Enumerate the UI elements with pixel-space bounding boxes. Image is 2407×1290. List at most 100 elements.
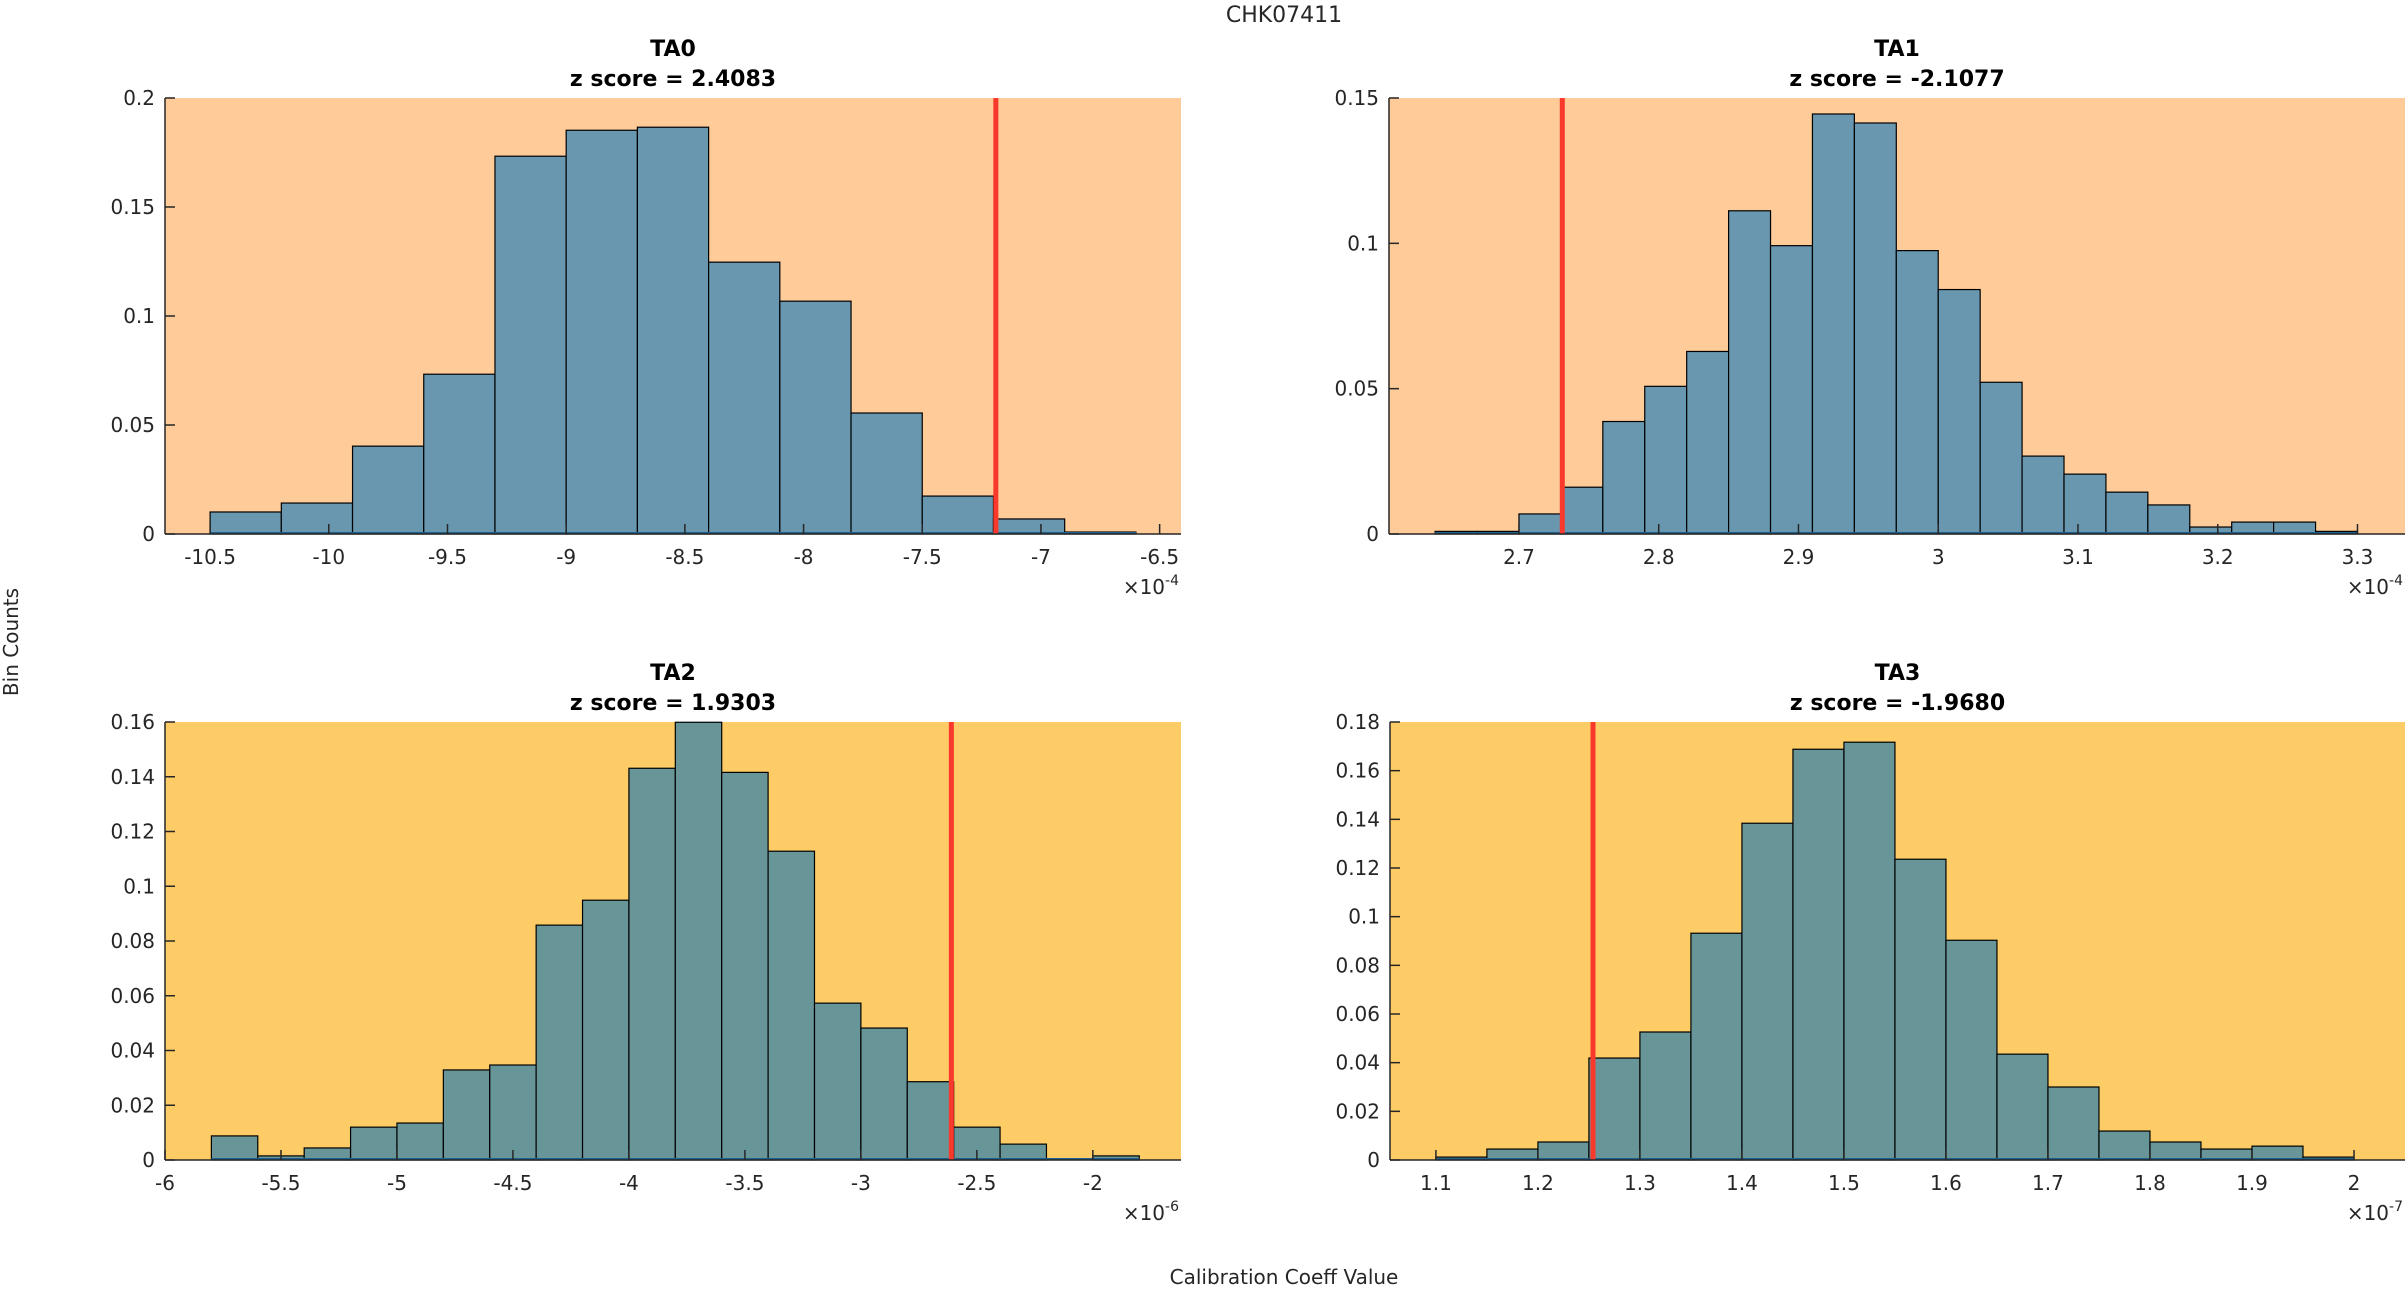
x-tick-label: 3.1	[2062, 545, 2094, 569]
histogram-bars	[210, 721, 1140, 1161]
histogram-bar	[423, 373, 496, 535]
histogram-bar	[2149, 1141, 2202, 1161]
x-tick-label: -4.5	[493, 1171, 532, 1195]
x-tick-label: 3	[1932, 545, 1945, 569]
histogram-bar	[2251, 1145, 2304, 1161]
histogram-bar	[779, 300, 852, 535]
figure-suptitle: CHK07411	[1226, 3, 1342, 28]
y-tick-label: 0.18	[1335, 710, 1380, 734]
histogram-bar	[210, 1135, 259, 1161]
y-tick-label: 0.1	[1347, 231, 1379, 255]
y-tick-label: 0	[1366, 522, 1379, 546]
histogram-bar	[2021, 455, 2065, 535]
x-tick-label: 1.7	[2032, 1171, 2064, 1195]
y-tick-label: 0	[142, 522, 155, 546]
histogram-bar	[1843, 741, 1896, 1161]
histogram-bar	[489, 1064, 537, 1161]
histogram-bar	[1602, 420, 1646, 535]
y-tick-label: 0.06	[110, 984, 155, 1008]
multiplier-base: ×10	[1123, 575, 1165, 599]
y-tick-label: 0.05	[1334, 377, 1379, 401]
histogram-bar	[2063, 473, 2107, 535]
subplot-ta3: TA3 z score = -1.9680 0 0.02 0.04 0.06 0.08 0.1…	[1335, 661, 2405, 1225]
histogram-bar	[1639, 1031, 1692, 1161]
histogram-bar	[1518, 513, 1562, 535]
x-tick-label: -3	[851, 1171, 871, 1195]
x-axis-multiplier: ×10-6	[1123, 1199, 1179, 1225]
histogram-bar	[999, 1143, 1048, 1161]
y-tick-label: 0	[142, 1148, 155, 1172]
subplot-ta0: TA0 z score = 2.4083 0 0.05 0.1 0.15 0.2 -10.5 -…	[110, 37, 1181, 599]
histogram-bar	[674, 721, 723, 1161]
histogram-bar	[860, 1027, 908, 1161]
multiplier-base: ×10	[1123, 1201, 1165, 1225]
subplot-zscore: z score = 2.4083	[570, 67, 776, 92]
x-tick-label: -2	[1083, 1171, 1103, 1195]
histogram-bar	[1811, 113, 1855, 535]
histogram-bar	[494, 155, 567, 535]
x-tick-label: -5	[387, 1171, 407, 1195]
x-tick-label: 2.9	[1783, 545, 1815, 569]
histogram-bar	[209, 511, 282, 535]
y-tick-label: 0.02	[110, 1093, 155, 1117]
subplot-title: TA3	[1875, 661, 1921, 686]
y-tick-label: 0.1	[1348, 905, 1380, 929]
subplot-ta2: TA2 z score = 1.9303 0 0.02 0.04 0.06 0.08 0.1 0…	[110, 661, 1181, 1225]
x-tick-label: -3.5	[725, 1171, 764, 1195]
y-tick-label: 0.15	[110, 195, 155, 219]
y-tick-label: 0.04	[1335, 1051, 1380, 1075]
histogram-bar	[1690, 932, 1743, 1161]
subplot-title: TA2	[650, 661, 696, 686]
multiplier-exponent: -7	[2389, 1199, 2403, 1215]
x-tick-label: -9.5	[428, 545, 467, 569]
multiplier-exponent: -4	[1165, 573, 1179, 589]
histogram-bar	[813, 1002, 862, 1161]
histogram-bar	[535, 924, 584, 1161]
x-tick-label: -10.5	[184, 545, 236, 569]
x-tick-label: 1.8	[2134, 1171, 2166, 1195]
x-tick-label: 2	[2348, 1171, 2361, 1195]
x-tick-label: 2.7	[1503, 545, 1535, 569]
histogram-bar	[921, 495, 995, 535]
figure-xlabel: Calibration Coeff Value	[1170, 1265, 1399, 1289]
x-tick-label: 1.5	[1828, 1171, 1860, 1195]
x-tick-label: -7	[1031, 545, 1051, 569]
y-tick-label: 0.1	[123, 304, 155, 328]
histogram-bar	[351, 445, 425, 535]
x-tick-label: -6.5	[1140, 545, 1179, 569]
histogram-bar	[1560, 486, 1604, 535]
multiplier-base: ×10	[2347, 1201, 2389, 1225]
subplot-ta1: TA1 z score = -2.1077 0 0.05 0.1 0.15 2.7 2.8 2.…	[1334, 37, 2405, 599]
y-tick-label: 0.06	[1335, 1002, 1380, 1026]
histogram-bar	[2105, 491, 2149, 535]
histogram-bar	[349, 1126, 398, 1161]
y-tick-label: 0.04	[110, 1039, 155, 1063]
histogram-bar	[1537, 1141, 1590, 1161]
histogram-bar	[708, 261, 781, 535]
y-tick-label: 0	[1367, 1148, 1380, 1172]
y-tick-label: 0.16	[110, 710, 155, 734]
subplot-title: TA0	[650, 37, 696, 62]
subplot-title: TA1	[1874, 37, 1920, 62]
x-tick-label: 1.9	[2236, 1171, 2268, 1195]
subplot-zscore: z score = 1.9303	[570, 691, 776, 716]
x-tick-label: 2.8	[1643, 545, 1675, 569]
x-tick-label: -4	[619, 1171, 639, 1195]
multiplier-exponent: -6	[1165, 1199, 1179, 1215]
x-tick-label: -10	[312, 545, 345, 569]
x-axis-multiplier: ×10-4	[2347, 573, 2403, 599]
histogram-bar	[906, 1081, 955, 1161]
histogram-bar	[628, 767, 676, 1161]
x-tick-label: -7.5	[903, 545, 942, 569]
histogram-bar	[850, 412, 923, 535]
y-tick-label: 0.14	[1335, 807, 1380, 831]
x-tick-label: 1.2	[1522, 1171, 1554, 1195]
histogram-bar	[1937, 288, 1981, 535]
histogram-bar	[1686, 350, 1730, 535]
y-tick-label: 0.2	[123, 86, 155, 110]
multiplier-base: ×10	[2347, 575, 2389, 599]
y-tick-label: 0.15	[1334, 86, 1379, 110]
x-tick-label: -8.5	[665, 545, 704, 569]
histogram-bars	[1434, 113, 2359, 535]
